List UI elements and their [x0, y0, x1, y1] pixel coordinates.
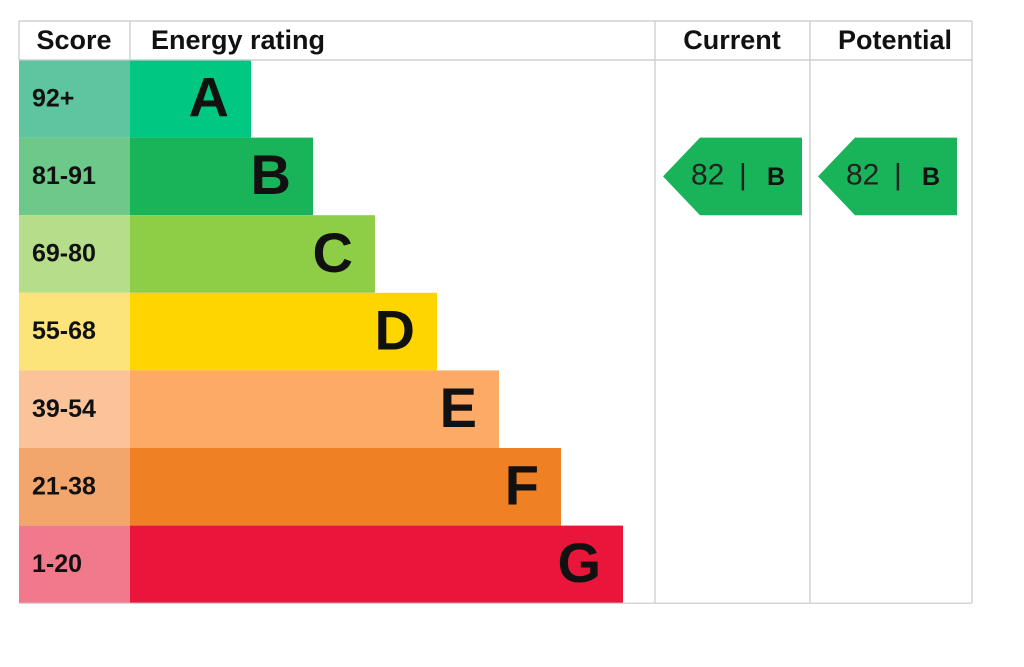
rating-bar — [130, 137, 313, 216]
rating-letter: B — [767, 163, 785, 191]
rating-value: 82 — [846, 158, 879, 191]
score-cell — [19, 137, 130, 216]
rating-bar — [130, 292, 437, 371]
score-cell — [19, 370, 130, 448]
score-label: 1-20 — [32, 550, 82, 578]
score-label: 55-68 — [32, 317, 96, 345]
score-label: 81-91 — [32, 162, 96, 190]
score-label: 39-54 — [32, 395, 96, 423]
rating-letter: B — [922, 163, 940, 191]
rating-letter: F — [505, 454, 539, 517]
score-cell — [19, 292, 130, 371]
header: Score — [36, 25, 111, 55]
score-cell — [19, 525, 130, 604]
rating-letter: G — [557, 531, 601, 594]
rating-letter: D — [375, 298, 415, 361]
rating-bar — [130, 215, 375, 293]
score-label: 21-38 — [32, 472, 96, 500]
rating-arrow — [818, 137, 957, 216]
rating-letter: B — [251, 143, 291, 206]
separator: | — [894, 158, 902, 191]
rating-bar — [130, 525, 623, 604]
score-label: 92+ — [32, 84, 74, 112]
rating-bar — [130, 60, 251, 138]
header: Energy rating — [151, 25, 325, 55]
rating-letter: C — [313, 221, 353, 284]
current-indicator: 82 | B — [663, 137, 802, 216]
score-cell — [19, 60, 130, 138]
rating-letter: A — [189, 66, 229, 129]
header: Current — [683, 25, 781, 55]
rating-bar — [130, 448, 561, 526]
rating-letter: E — [440, 376, 477, 439]
score-label: 69-80 — [32, 240, 96, 268]
header: Potential — [838, 25, 952, 55]
rating-bar — [130, 370, 499, 448]
rating-value: 82 — [691, 158, 724, 191]
score-cell — [19, 215, 130, 293]
rating-arrow — [663, 137, 802, 216]
score-cell — [19, 448, 130, 526]
separator: | — [739, 158, 747, 191]
potential-indicator: 82 | B — [818, 137, 957, 216]
